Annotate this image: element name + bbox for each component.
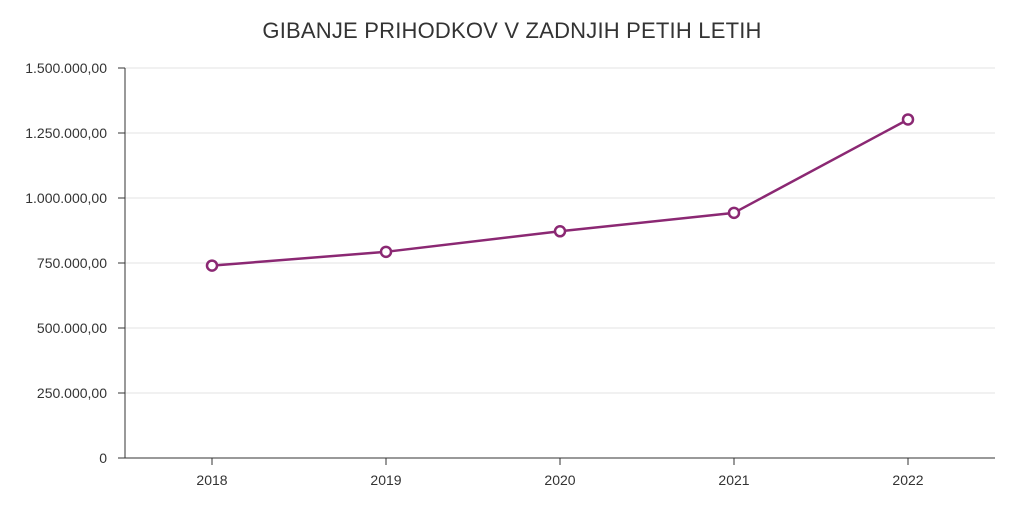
y-tick-label: 750.000,00: [37, 255, 107, 271]
x-tick-label: 2022: [892, 472, 923, 488]
chart-title: GIBANJE PRIHODKOV V ZADNJIH PETIH LETIH: [262, 18, 762, 43]
x-tick-labels: 2018 2019 2020 2021 2022: [196, 472, 923, 488]
y-tick-label: 1.250.000,00: [25, 125, 107, 141]
y-tick-label: 1.000.000,00: [25, 190, 107, 206]
y-tick-label: 250.000,00: [37, 385, 107, 401]
data-point: [205, 259, 219, 272]
data-point: [379, 245, 393, 259]
x-tick-label: 2018: [196, 472, 227, 488]
x-tick-label: 2019: [370, 472, 401, 488]
data-point: [901, 113, 915, 126]
data-point: [553, 225, 567, 238]
y-tick-label: 1.500.000,00: [25, 60, 107, 76]
grid-lines: [125, 67, 995, 394]
series: [205, 113, 915, 272]
y-tick-label: 500.000,00: [37, 320, 107, 336]
data-point: [727, 206, 741, 220]
y-tick-label: 0: [99, 450, 107, 466]
x-tick-label: 2021: [718, 472, 749, 488]
series-line: [211, 118, 909, 267]
y-tick-labels: 0 250.000,00 500.000,00 750.000,00 1.000.000…: [25, 60, 107, 466]
x-tick-label: 2020: [544, 472, 575, 488]
axes: [118, 67, 995, 465]
